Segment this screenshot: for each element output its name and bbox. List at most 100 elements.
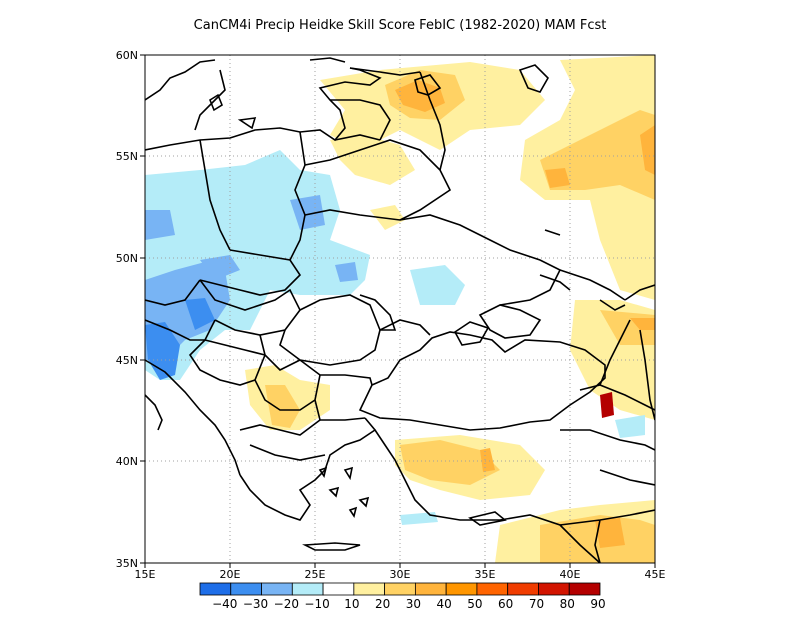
- colorbar-label: −40: [212, 597, 237, 611]
- italy-coast: [145, 394, 163, 431]
- baltic-coast: [145, 67, 382, 151]
- border-czech-slovakia: [199, 249, 302, 296]
- colorbar-swatch: [199, 582, 232, 596]
- border-caucasus: [579, 319, 655, 411]
- shade-south-yellow: [540, 515, 655, 563]
- lake-ladoga: [414, 74, 442, 96]
- colorbar-label: 90: [590, 597, 605, 611]
- colorbar-swatch: [322, 582, 355, 596]
- axis-ticks: [140, 54, 656, 568]
- colorbar-label: 10: [344, 597, 359, 611]
- colorbar-swatch: [384, 582, 416, 596]
- shade-turkey-orange: [480, 448, 495, 472]
- lat-tick-labels: 35N 40N 45N 50N 55N 60N: [116, 49, 138, 570]
- border-hungary: [199, 279, 301, 336]
- adriatic-coast: [145, 359, 241, 476]
- baltic-islands: [209, 93, 257, 130]
- border-russia-kazakh: [559, 269, 626, 301]
- colorbar-swatch: [353, 582, 386, 596]
- shade-poland-light: [370, 205, 405, 230]
- shade-ce-midblue: [145, 210, 175, 240]
- colorbar-swatch: [414, 582, 447, 596]
- colorbar-label: −20: [274, 597, 299, 611]
- shade-baltic-orange: [395, 80, 445, 112]
- colorbar-swatch: [507, 582, 539, 596]
- shade-ce-darkblue2: [185, 298, 215, 330]
- lon-tick-label: 25E: [305, 568, 326, 581]
- colorbar-label: 80: [560, 597, 575, 611]
- border-poland-east: [289, 131, 306, 261]
- colorbar-label: 40: [437, 597, 452, 611]
- colorbar-label: 60: [498, 597, 513, 611]
- border-serbia: [254, 334, 316, 411]
- border-russia-west: [419, 71, 446, 171]
- colorbar-label: −10: [304, 597, 329, 611]
- aegean-islands: [318, 466, 370, 518]
- colorbar-label: 70: [529, 597, 544, 611]
- border-ukraine: [304, 209, 562, 336]
- baltic-coast-north: [145, 59, 226, 131]
- gulf-finland: [309, 57, 421, 76]
- shade-turkey-lightblue: [400, 512, 438, 525]
- lon-tick-label: 45E: [645, 568, 666, 581]
- shade-turkey-yellow: [400, 440, 500, 485]
- shade-ce-midblue5: [200, 255, 240, 280]
- graticule: [145, 55, 655, 563]
- shade-balkan-yellow: [265, 385, 300, 428]
- lat-tick-label: 45N: [116, 354, 138, 367]
- shade-east-yellow: [540, 110, 655, 200]
- colorbar-swatch: [568, 582, 601, 596]
- shade-ce-midblue4: [335, 262, 358, 282]
- shade-south-orange: [595, 518, 625, 548]
- lat-tick-label: 35N: [116, 557, 138, 570]
- black-sea-coast: [358, 331, 606, 431]
- colorbar-label: 50: [467, 597, 482, 611]
- border-poland-germany: [199, 139, 231, 251]
- border-romania: [279, 294, 381, 366]
- rivers-east: [539, 229, 626, 311]
- shade-dark-red: [600, 392, 614, 418]
- crimea: [453, 321, 490, 346]
- lat-tick-label: 55N: [116, 150, 138, 163]
- colorbar-label: 20: [375, 597, 390, 611]
- shade-east-orange: [640, 125, 655, 175]
- lon-tick-label: 35E: [475, 568, 496, 581]
- colorbar-label: −30: [243, 597, 268, 611]
- colorbar-swatch: [230, 582, 262, 596]
- lon-tick-label: 15E: [135, 568, 156, 581]
- colorbar-swatch: [291, 582, 324, 596]
- lake-onega: [518, 64, 549, 93]
- border-syria-iraq: [559, 509, 655, 563]
- colorbar: −40 −30 −20 −10 10 20 30 40 50 60 70 80 90: [199, 582, 606, 611]
- colorbar-swatch: [538, 582, 570, 596]
- colorbar-swatch: [261, 582, 293, 596]
- border-albania-macedonia: [239, 419, 326, 461]
- azov-coast: [478, 304, 542, 339]
- coastlines-borders: [145, 57, 655, 563]
- shade-caucasus-orange: [630, 318, 655, 330]
- greece-coast: [239, 417, 377, 521]
- turkey-west-coast: [374, 429, 601, 563]
- border-baltics: [330, 99, 391, 141]
- map-title: CanCM4i Precip Heidke Skill Score FebIC …: [193, 18, 607, 33]
- border-belarus: [304, 139, 452, 221]
- caspian-coast: [624, 284, 655, 421]
- crete: [302, 542, 361, 551]
- shade-belarus-light: [330, 135, 415, 185]
- shade-east-orange2: [545, 168, 570, 188]
- border-turkey-east: [560, 429, 655, 486]
- skill-shading: [145, 55, 655, 563]
- shade-ce-midblue3: [290, 195, 325, 230]
- lon-tick-labels: 15E 20E 25E 30E 35E 40E 45E: [135, 568, 666, 581]
- lon-tick-label: 40E: [560, 568, 581, 581]
- border-austria-slovenia: [145, 279, 205, 341]
- colorbar-label: 30: [406, 597, 421, 611]
- cyprus: [468, 511, 507, 526]
- colorbar-swatch: [445, 582, 478, 596]
- lat-tick-label: 60N: [116, 49, 138, 62]
- lat-tick-label: 50N: [116, 252, 138, 265]
- lon-tick-label: 30E: [390, 568, 411, 581]
- shade-caspian-lightblue: [615, 415, 645, 438]
- shade-ukraine-lightblue: [410, 265, 465, 305]
